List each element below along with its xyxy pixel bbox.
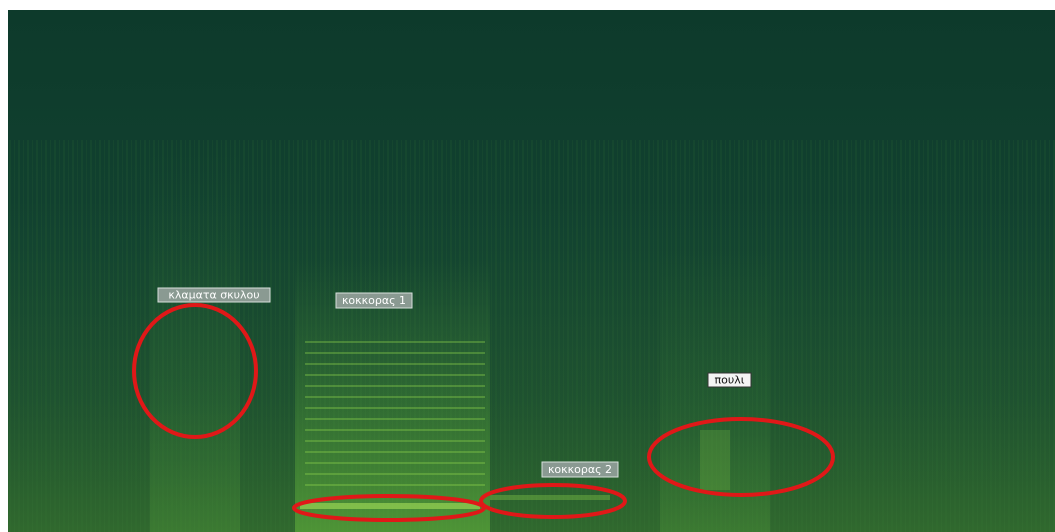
label-text: κοκκορας 1 [342, 294, 406, 307]
label-text: κλαματα σκυλου [168, 289, 259, 302]
annotation-circles [132, 303, 835, 522]
annotation-label: κοκκορας 2 [541, 461, 619, 478]
label-text: πουλι [715, 374, 745, 387]
annotation-label: κλαματα σκυλου [157, 287, 271, 303]
annotation-label: πουλι [707, 372, 752, 388]
label-text: κοκκορας 2 [548, 463, 612, 476]
bird-annotation-circle [647, 417, 835, 497]
rooster2-annotation-circle [479, 483, 627, 519]
annotation-label: κοκκορας 1 [335, 292, 413, 309]
spectrogram [8, 10, 1055, 532]
dog-annotation-circle [132, 303, 258, 439]
